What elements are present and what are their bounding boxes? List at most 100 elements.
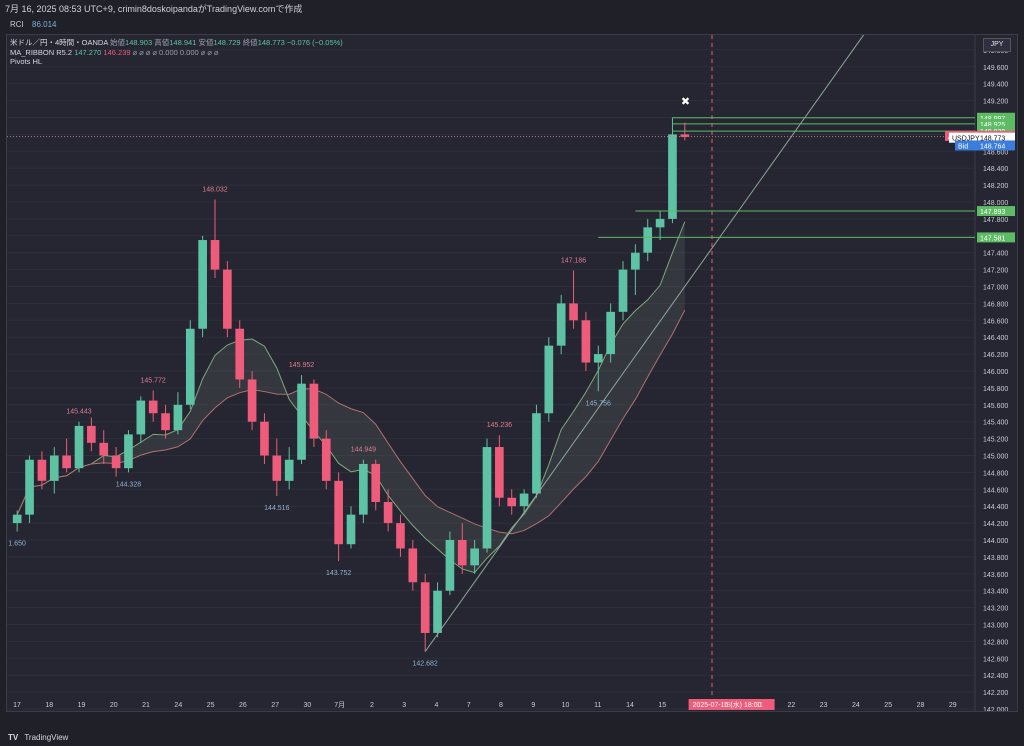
candle-body [136, 400, 146, 435]
pivot-label: 147.186 [561, 257, 586, 264]
chart-pane[interactable]: 142.000 142.200 142.400 142.600 142.800 143.0… [6, 32, 1018, 714]
low-label: 安値 [198, 38, 214, 47]
x-tick-label: 27 [271, 702, 279, 709]
candle-body [111, 455, 121, 469]
candle-body [173, 404, 183, 431]
pivot-label: 145.756 [586, 400, 611, 407]
rci-indicator-row[interactable]: RCI 86.014 [0, 18, 1024, 34]
x-tick-label: 26 [239, 702, 247, 709]
candle-body [371, 463, 381, 502]
candle-body [668, 134, 677, 219]
y-tick-label: 148.200 [983, 183, 1008, 190]
y-tick-label: 147.400 [983, 251, 1008, 258]
candle-body [321, 438, 331, 481]
tradingview-logo-icon: TV [8, 733, 19, 742]
x-tick-label: 18 [723, 702, 731, 709]
y-tick-label: 144.200 [983, 521, 1008, 528]
x-tick-label: 17 [13, 702, 21, 709]
y-tick-label: 146.400 [983, 335, 1008, 342]
candle-body [396, 523, 405, 549]
y-tick-label: 145.600 [983, 403, 1008, 410]
ribbon-other-values: ⌀ ⌀ ⌀ ⌀ 0.000 0.000 ⌀ ⌀ ⌀ [132, 47, 219, 57]
x-tick-label: 8 [499, 702, 503, 709]
price-level-box [977, 206, 1015, 217]
high-label: 高値 [154, 38, 170, 47]
pivots-label: Pivots HL [10, 57, 43, 66]
candle-body [272, 455, 282, 481]
time-cursor-label: 2025-07-16 (水) 18:00 [693, 700, 762, 709]
y-tick-label: 148.400 [983, 166, 1008, 173]
author-credit: crimin8doskoipandaがTradingView.comで作成 [117, 4, 303, 14]
symbol-tag: USDJPY [952, 136, 980, 143]
legend-panel: 米ドル／円・4時間・OANDA 始値148.903 高値148.941 安値14… [10, 38, 343, 67]
y-tick-label: 142.200 [983, 690, 1008, 697]
x-tick-label: 18 [45, 702, 53, 709]
y-tick-label: 149.200 [983, 99, 1008, 106]
candle-body [631, 252, 640, 270]
candle-body [482, 447, 492, 549]
candle-body [556, 303, 566, 346]
currency-button[interactable]: JPY [983, 38, 1011, 52]
x-tick-label: 11 [594, 702, 601, 709]
ribbon-value-1: 147.270 [74, 47, 102, 57]
x-tick-label: 21 [755, 702, 763, 709]
pivot-label: 144.949 [351, 447, 376, 454]
timestamp: 7月 16, 2025 08:53 UTC+9 [5, 4, 113, 14]
pivot-label: 145.952 [289, 362, 314, 369]
bid-label: Bid [958, 143, 968, 150]
candle-body [519, 493, 529, 507]
price-level-label: 148.925 [980, 122, 1005, 129]
low-value: 148.729 [213, 38, 241, 47]
price-level-box [977, 118, 1015, 129]
change-value: −0.076 (−0.05%) [286, 38, 343, 47]
candle-body [507, 497, 517, 507]
y-tick-label: 146.800 [983, 301, 1008, 308]
candle-body [87, 425, 96, 443]
candle-body [408, 548, 418, 583]
rci-value: 86.014 [32, 20, 57, 29]
symbol-name: 米ドル／円・4時間・OANDA [10, 38, 108, 47]
pivot-label: 145.443 [66, 409, 91, 416]
candle-body [532, 413, 541, 494]
pivot-label: 1.650 [8, 541, 26, 548]
candle-body [383, 501, 393, 524]
pivots-legend-row[interactable]: Pivots HL [10, 57, 343, 67]
pivot-label: 145.772 [141, 377, 166, 384]
y-tick-label: 143.600 [983, 572, 1008, 579]
tradingview-brand: TradingView [24, 733, 69, 742]
candle-body [593, 354, 603, 363]
candle-body [495, 447, 504, 498]
price-level-label: 147.581 [980, 235, 1005, 242]
chart-header: 7月 16, 2025 08:53 UTC+9, crimin8doskoipa… [0, 0, 1024, 18]
ribbon-value-2: 146.239 [103, 47, 131, 57]
pivot-label: 145.236 [487, 422, 512, 429]
open-value: 148.903 [125, 38, 153, 47]
bid-box [955, 140, 1015, 151]
x-tick-label: 20 [110, 702, 118, 709]
pivot-label: 143.752 [326, 570, 351, 577]
y-tick-label: 146.200 [983, 352, 1008, 359]
x-tick-label: 24 [174, 702, 182, 709]
candle-body [346, 514, 356, 545]
price-level-box [977, 232, 1015, 243]
candle-body [148, 400, 158, 414]
symbol-legend-row[interactable]: 米ドル／円・4時間・OANDA 始値148.903 高値148.941 安値14… [10, 38, 343, 48]
ribbon-legend-row[interactable]: MA_RIBBON R5.2 147.270 146.239 ⌀ ⌀ ⌀ ⌀ 0… [10, 48, 343, 58]
x-tick-label: 3 [402, 702, 406, 709]
candle-body [12, 514, 22, 524]
y-tick-label: 144.400 [983, 504, 1008, 511]
y-tick-label: 145.400 [983, 420, 1008, 427]
candle-body [297, 383, 306, 460]
y-tick-label: 143.000 [983, 623, 1008, 630]
y-tick-label: 144.800 [983, 470, 1008, 477]
y-tick-label: 144.600 [983, 487, 1008, 494]
candle-body [198, 240, 207, 329]
x-tick-label: 14 [626, 702, 634, 709]
x-tick-label: 7 [467, 702, 471, 709]
candle-body [618, 269, 628, 312]
crossed-hammers-icon: ✖ [681, 96, 690, 108]
y-tick-label: 143.200 [983, 606, 1008, 613]
price-level-box [977, 112, 1015, 123]
candle-body [235, 328, 245, 380]
price-chart[interactable]: 142.000 142.200 142.400 142.600 142.800 143.0… [7, 32, 1017, 714]
